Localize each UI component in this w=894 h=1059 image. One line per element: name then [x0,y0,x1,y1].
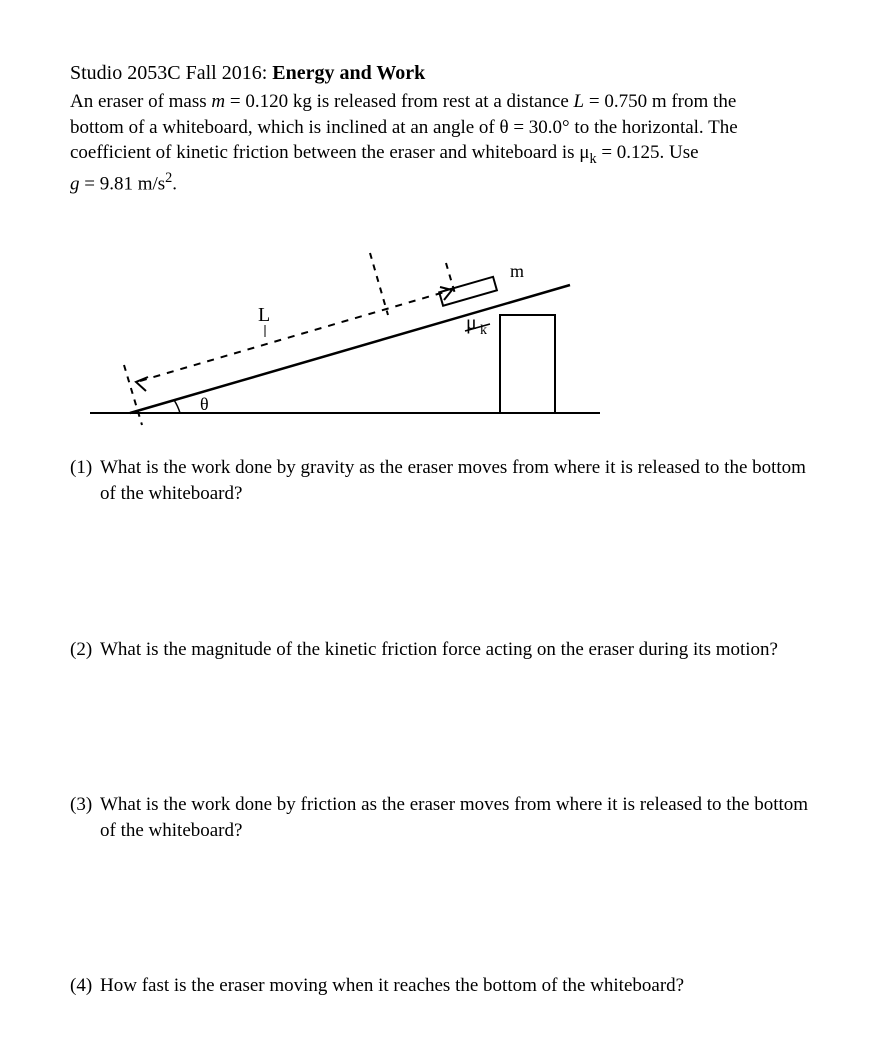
text: An eraser of mass [70,91,211,112]
m-label: m [510,261,524,281]
var-L: L [574,91,585,112]
text: = 9.81 m/s [80,174,166,195]
var-m: m [211,91,225,112]
L-label: L [258,304,270,326]
text: . [172,174,177,195]
q2-number: (2) [70,637,100,663]
sub-k: k [589,151,596,167]
theta-label: θ [200,394,209,414]
problem-statement: An eraser of mass m = 0.120 kg is releas… [70,89,824,197]
question-1: (1) What is the work done by gravity as … [70,455,824,506]
q2-text: What is the magnitude of the kinetic fri… [100,637,824,663]
topic: Energy and Work [272,62,425,84]
text: = 0.750 m from the [584,91,736,112]
q3-text: What is the work done by friction as the… [100,792,824,843]
course-code: Studio 2053C Fall 2016: [70,62,267,84]
page-title: Studio 2053C Fall 2016: Energy and Work [70,60,824,87]
text: = 0.120 kg is released from rest at a di… [225,91,573,112]
text: bottom of a whiteboard, which is incline… [70,117,738,138]
text: coefficient of kinetic friction between … [70,142,589,163]
var-g: g [70,174,80,195]
question-2: (2) What is the magnitude of the kinetic… [70,637,824,663]
question-4: (4) How fast is the eraser moving when i… [70,973,824,999]
text: = 0.125. Use [597,142,699,163]
q3-number: (3) [70,792,100,843]
incline-diagram: θ L m μ k [70,203,824,433]
question-3: (3) What is the work done by friction as… [70,792,824,843]
q1-text: What is the work done by gravity as the … [100,455,824,506]
q1-number: (1) [70,455,100,506]
q4-number: (4) [70,973,100,999]
q4-text: How fast is the eraser moving when it re… [100,973,824,999]
